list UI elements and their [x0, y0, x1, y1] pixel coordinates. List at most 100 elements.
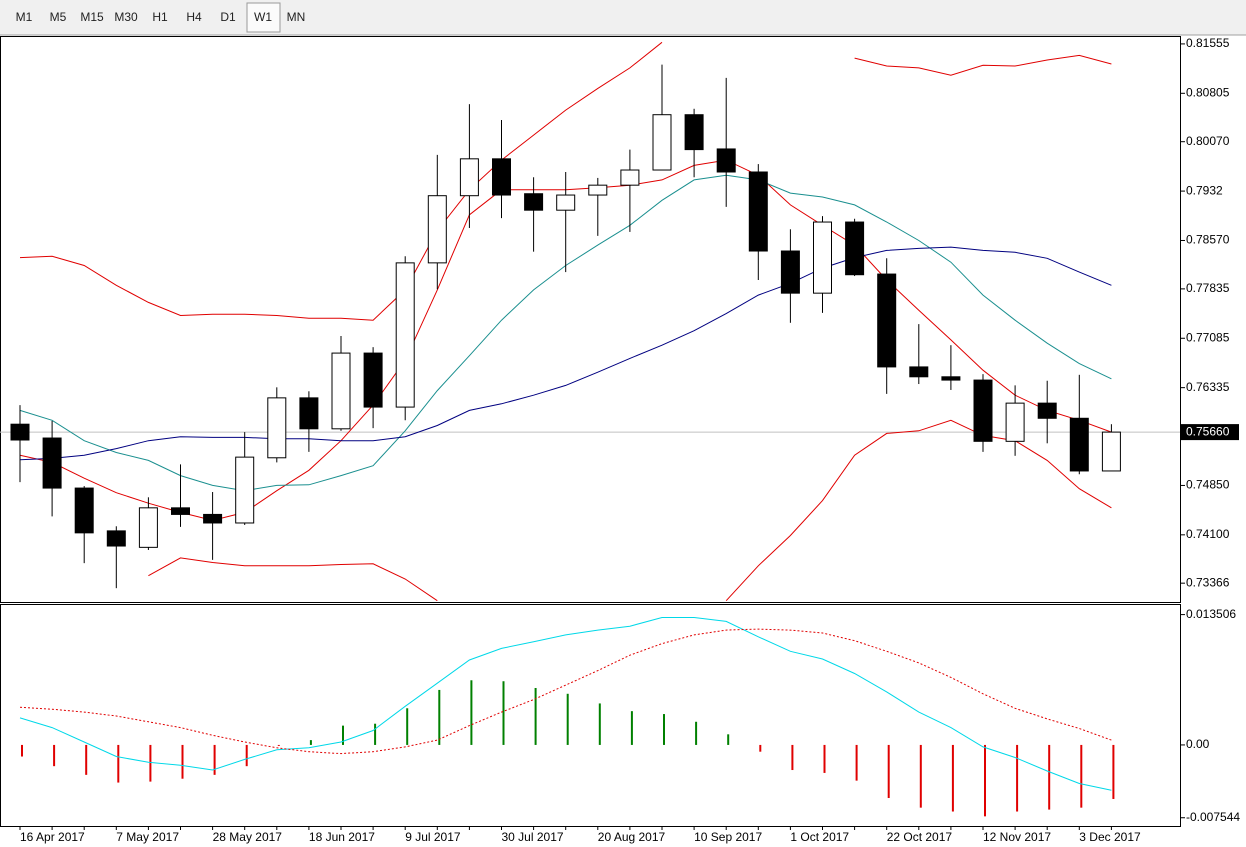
histogram-bar: [887, 744, 890, 799]
histogram-bar: [1112, 744, 1115, 799]
candle-body: [973, 379, 993, 442]
histogram-bar: [309, 740, 312, 745]
histogram-bar: [1080, 744, 1083, 808]
histogram-bar: [1016, 744, 1019, 812]
candle-body: [845, 221, 865, 276]
histogram-bar: [117, 744, 120, 783]
histogram-bar: [663, 714, 665, 745]
timeframe-label[interactable]: M15: [80, 10, 104, 24]
y-tick-label: 0.78570: [1186, 233, 1230, 247]
candle-body: [1005, 402, 1025, 442]
histogram-bar: [727, 734, 730, 745]
candle-body: [909, 366, 929, 378]
x-tick-label: 7 May 2017: [116, 830, 179, 844]
candle-body: [42, 437, 62, 489]
y-tick-label: -0.007544: [1186, 810, 1240, 824]
timeframe-button[interactable]: D1: [220, 10, 236, 24]
candle-body: [780, 250, 800, 294]
timeframe-label[interactable]: H4: [186, 10, 202, 24]
timeframe-button[interactable]: M30: [114, 10, 138, 24]
histogram-bar: [374, 723, 377, 745]
y-tick-label: 0.77085: [1186, 330, 1230, 344]
candle-body: [684, 114, 704, 151]
timeframe-button[interactable]: M1: [16, 10, 33, 24]
histogram-bar: [695, 721, 698, 745]
candle-body: [652, 114, 672, 171]
candle-body: [235, 456, 255, 524]
timeframe-button[interactable]: M5: [50, 10, 67, 24]
candle-body: [74, 487, 94, 534]
candle-body: [459, 158, 479, 197]
candle-body: [813, 221, 832, 294]
x-tick-label: 30 Jul 2017: [502, 830, 564, 844]
timeframe-button[interactable]: W1: [246, 2, 281, 33]
oscillator-pane: [0, 604, 1181, 827]
indicator-line: [19, 617, 1112, 791]
x-tick-label: 18 Jun 2017: [309, 830, 375, 844]
indicator-line: [19, 246, 1112, 461]
histogram-bar: [502, 681, 505, 745]
y-tick-label: 0.80805: [1186, 85, 1230, 99]
candle-body: [556, 194, 576, 211]
x-tick-label: 9 Jul 2017: [405, 830, 461, 844]
timeframe-button[interactable]: H1: [152, 10, 168, 24]
current-price-box: [1181, 424, 1239, 441]
y-tick-label: 0.00: [1186, 737, 1210, 751]
histogram-bar: [759, 744, 762, 752]
y-tick-label: 0.013506: [1186, 607, 1236, 621]
histogram-bar: [566, 693, 569, 745]
candle-body: [941, 376, 961, 381]
histogram-bar: [85, 744, 88, 775]
histogram-bar: [470, 680, 473, 745]
candle-body: [427, 195, 447, 264]
candle-body: [1069, 417, 1089, 472]
candle-body: [1037, 402, 1057, 419]
timeframe-label[interactable]: W1: [254, 10, 272, 24]
timeframe-button[interactable]: M15: [80, 10, 104, 24]
candle-body: [1101, 431, 1121, 472]
candle-body: [588, 184, 608, 196]
x-tick-label: 20 Aug 2017: [598, 830, 666, 844]
histogram-bar: [823, 744, 826, 773]
candle-body: [877, 273, 897, 368]
timeframe-label[interactable]: H1: [152, 10, 168, 24]
active-button-frame: [246, 2, 281, 33]
histogram-bar: [181, 744, 184, 779]
indicator-line: [19, 628, 1112, 755]
x-tick-label: 28 May 2017: [213, 830, 283, 844]
histogram-bar: [951, 744, 954, 812]
candle-body: [748, 171, 768, 252]
candle-body: [106, 530, 126, 547]
histogram-bar: [149, 744, 152, 782]
histogram-bar: [598, 703, 601, 745]
x-tick-label: 10 Sep 2017: [694, 830, 762, 844]
histogram-bar: [984, 744, 986, 817]
timeframe-label[interactable]: M30: [114, 10, 138, 24]
candle-body: [716, 148, 736, 173]
candle-body: [331, 352, 351, 430]
y-tick-label: 0.74850: [1186, 478, 1230, 492]
main-pane: [0, 36, 1181, 603]
y-tick-label: 0.7932: [1186, 183, 1223, 197]
x-tick-label: 12 Nov 2017: [983, 830, 1051, 844]
candle-body: [395, 262, 415, 408]
timeframe-label[interactable]: M1: [16, 10, 33, 24]
timeframe-label[interactable]: M5: [50, 10, 67, 24]
y-tick-label: 0.76335: [1186, 380, 1230, 394]
current-price-label: 0.75660: [1186, 424, 1230, 438]
timeframe-button[interactable]: MN: [287, 10, 306, 24]
y-tick-label: 0.73366: [1186, 575, 1230, 589]
histogram-bar: [791, 744, 794, 771]
candle-body: [171, 507, 190, 515]
histogram-bar: [406, 708, 409, 745]
timeframe-button[interactable]: H4: [186, 10, 202, 24]
candle-body: [363, 352, 383, 408]
histogram-bar: [855, 744, 858, 781]
timeframe-label[interactable]: D1: [220, 10, 236, 24]
histogram-bar: [245, 744, 248, 767]
timeframe-label[interactable]: MN: [287, 10, 306, 24]
x-tick-label: 3 Dec 2017: [1079, 830, 1141, 844]
main-plot: [0, 41, 1180, 602]
